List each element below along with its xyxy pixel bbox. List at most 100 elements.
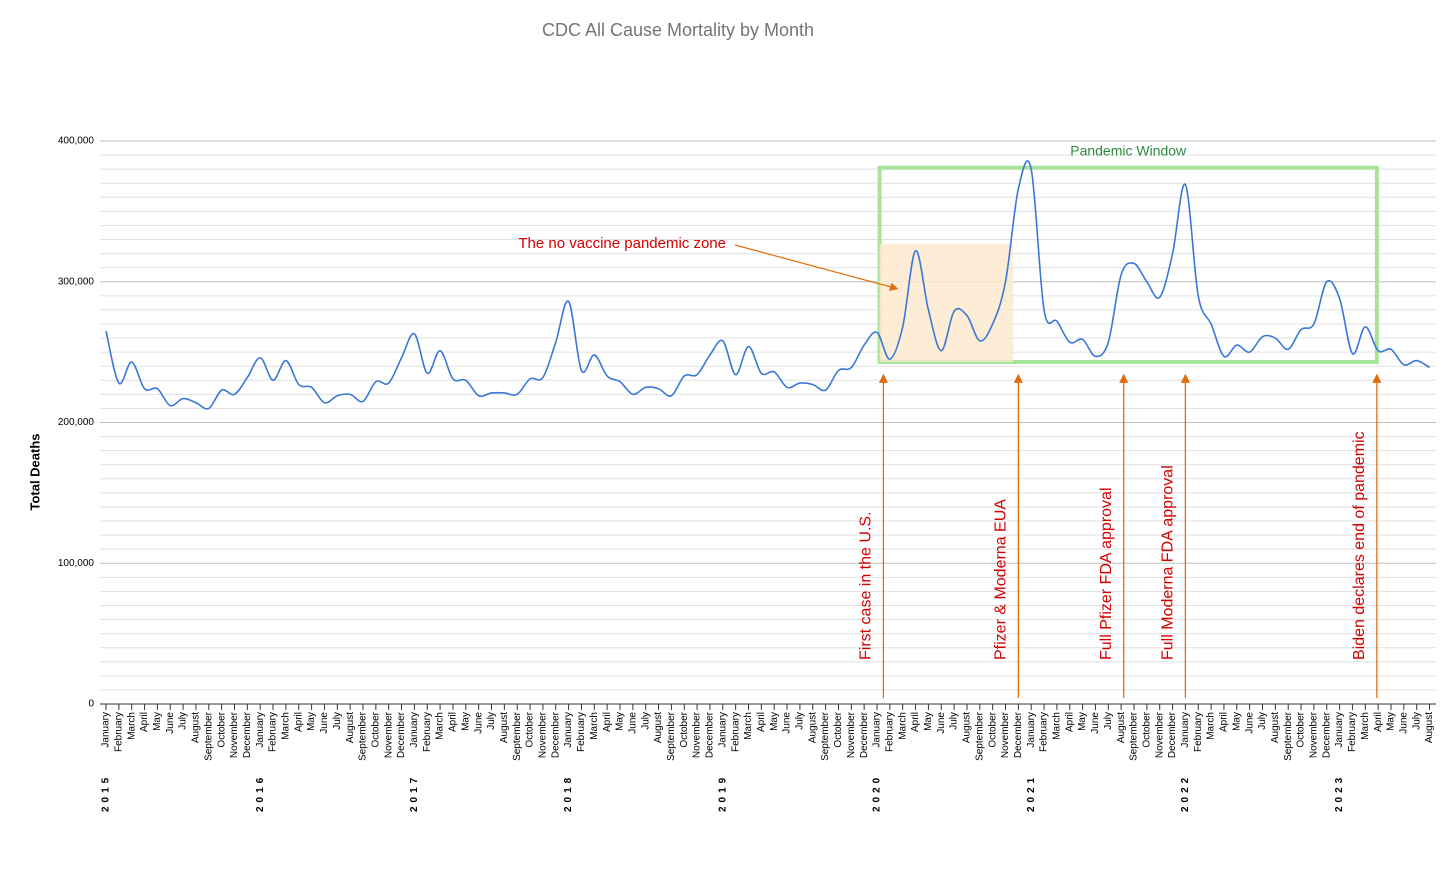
y-axis-label: Total Deaths: [27, 433, 42, 510]
x-group-label: 2023: [1334, 774, 1345, 812]
chart-title: CDC All Cause Mortality by Month: [542, 20, 814, 40]
x-tick-label: February: [268, 712, 279, 752]
x-tick-label: September: [1283, 711, 1294, 761]
x-tick-label: December: [1167, 711, 1178, 758]
x-tick-label: November: [692, 711, 703, 758]
event-label: Full Moderna FDA approval: [1160, 465, 1177, 660]
x-tick-label: July: [332, 712, 343, 730]
x-tick-label: August: [653, 712, 664, 743]
x-tick-label: July: [640, 712, 651, 730]
x-group-label: 2016: [255, 774, 266, 812]
x-tick-label: November: [538, 711, 549, 758]
x-tick-label: December: [1013, 711, 1024, 758]
x-tick-label: January: [255, 712, 266, 748]
y-tick-label: 0: [88, 699, 94, 710]
x-tick-label: June: [1244, 712, 1255, 734]
x-tick-label: May: [152, 712, 163, 731]
x-tick-label: August: [807, 712, 818, 743]
x-tick-label: August: [191, 712, 202, 743]
x-tick-label: August: [345, 712, 356, 743]
x-tick-label: March: [589, 712, 600, 740]
x-tick-label: January: [409, 712, 420, 748]
x-tick-label: May: [923, 712, 934, 731]
event-label: Full Pfizer FDA approval: [1098, 487, 1115, 660]
x-tick-label: June: [319, 712, 330, 734]
x-group-label: 2018: [563, 774, 574, 812]
x-tick-label: May: [460, 712, 471, 731]
x-tick-label: January: [1026, 712, 1037, 748]
x-tick-label: November: [846, 711, 857, 758]
x-tick-label: September: [512, 711, 523, 761]
y-tick-label: 200,000: [58, 417, 95, 428]
x-tick-label: November: [1154, 711, 1165, 758]
y-tick-label: 400,000: [58, 136, 95, 147]
x-tick-label: September: [203, 711, 214, 761]
x-tick-label: December: [550, 711, 561, 758]
x-tick-label: July: [1103, 712, 1114, 730]
pointer-arrow: [734, 244, 899, 291]
x-tick-label: June: [936, 712, 947, 734]
x-tick-label: October: [1296, 711, 1307, 747]
x-tick-label: September: [358, 711, 369, 761]
x-tick-label: March: [897, 712, 908, 740]
x-tick-label: August: [1424, 712, 1435, 743]
x-tick-label: October: [1141, 711, 1152, 747]
x-tick-label: April: [1064, 712, 1075, 732]
x-tick-label: January: [717, 712, 728, 748]
x-tick-label: July: [1411, 712, 1422, 730]
region-shade: [879, 243, 1014, 362]
x-tick-label: June: [473, 712, 484, 734]
x-tick-label: May: [769, 712, 780, 731]
x-tick-label: April: [139, 712, 150, 732]
x-tick-label: May: [615, 712, 626, 731]
event-label: First case in the U.S.: [858, 512, 875, 661]
x-tick-label: February: [113, 712, 124, 752]
x-tick-label: April: [448, 712, 459, 732]
data-line: [105, 160, 1430, 410]
x-tick-label: July: [795, 712, 806, 730]
x-tick-label: June: [1090, 712, 1101, 734]
event-label: Biden declares end of pandemic: [1351, 431, 1368, 660]
x-tick-label: April: [1219, 712, 1230, 732]
x-tick-label: April: [1373, 712, 1384, 732]
x-tick-label: January: [1334, 712, 1345, 748]
x-tick-label: February: [1039, 712, 1050, 752]
x-tick-label: January: [1180, 712, 1191, 748]
x-tick-label: August: [962, 712, 973, 743]
y-tick-label: 100,000: [58, 558, 95, 569]
x-tick-label: December: [705, 711, 716, 758]
x-tick-label: October: [525, 711, 536, 747]
x-tick-label: July: [1257, 712, 1268, 730]
x-tick-label: January: [101, 712, 112, 748]
x-tick-label: March: [1206, 712, 1217, 740]
x-tick-label: July: [486, 712, 497, 730]
x-group-label: 2015: [101, 774, 112, 812]
y-tick-label: 300,000: [58, 276, 95, 287]
x-tick-label: October: [833, 711, 844, 747]
x-tick-label: December: [396, 711, 407, 758]
x-tick-label: September: [666, 711, 677, 761]
x-tick-label: February: [730, 712, 741, 752]
x-tick-label: February: [576, 712, 587, 752]
x-tick-label: April: [293, 712, 304, 732]
x-tick-label: February: [1193, 712, 1204, 752]
x-tick-label: November: [383, 711, 394, 758]
x-tick-label: September: [820, 711, 831, 761]
x-tick-label: May: [1077, 712, 1088, 731]
x-tick-label: January: [563, 712, 574, 748]
x-group-label: 2020: [872, 774, 883, 812]
x-tick-label: March: [126, 712, 137, 740]
x-tick-label: February: [1347, 712, 1358, 752]
x-group-label: 2019: [717, 774, 728, 812]
x-group-label: 2022: [1180, 774, 1191, 812]
x-tick-label: April: [910, 712, 921, 732]
x-tick-label: October: [987, 711, 998, 747]
x-tick-label: April: [756, 712, 767, 732]
x-tick-label: September: [1129, 711, 1140, 761]
x-tick-label: September: [974, 711, 985, 761]
x-tick-label: June: [1398, 712, 1409, 734]
x-tick-label: December: [859, 711, 870, 758]
x-tick-label: August: [499, 712, 510, 743]
x-tick-label: December: [1321, 711, 1332, 758]
